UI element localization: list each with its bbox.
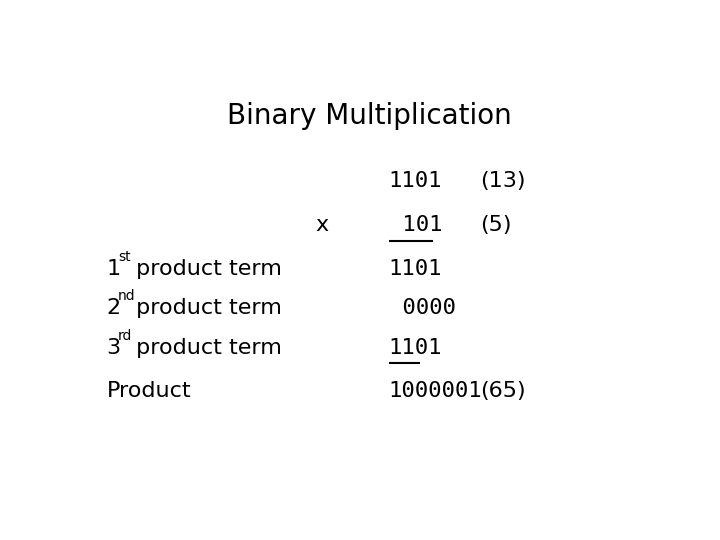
Text: 1101: 1101 [389, 171, 442, 191]
Text: 1000001: 1000001 [389, 381, 482, 401]
Text: Product: Product [107, 381, 192, 401]
Text: product term: product term [129, 338, 282, 357]
Text: (13): (13) [481, 171, 526, 191]
Text: 3: 3 [107, 338, 121, 357]
Text: nd: nd [118, 289, 135, 303]
Text: 0000: 0000 [389, 298, 456, 318]
Text: st: st [118, 250, 130, 264]
Text: (65): (65) [481, 381, 526, 401]
Text: Binary Multiplication: Binary Multiplication [227, 102, 511, 130]
Text: 101: 101 [389, 215, 469, 235]
Text: (5): (5) [481, 215, 512, 235]
Text: rd: rd [118, 329, 132, 343]
Text: 1: 1 [107, 259, 121, 279]
Text: x: x [315, 215, 328, 235]
Text: 2: 2 [107, 298, 121, 318]
Text: product term: product term [129, 298, 282, 318]
Text: product term: product term [129, 259, 282, 279]
Text: 1101: 1101 [389, 338, 442, 357]
Text: 1101: 1101 [389, 259, 442, 279]
